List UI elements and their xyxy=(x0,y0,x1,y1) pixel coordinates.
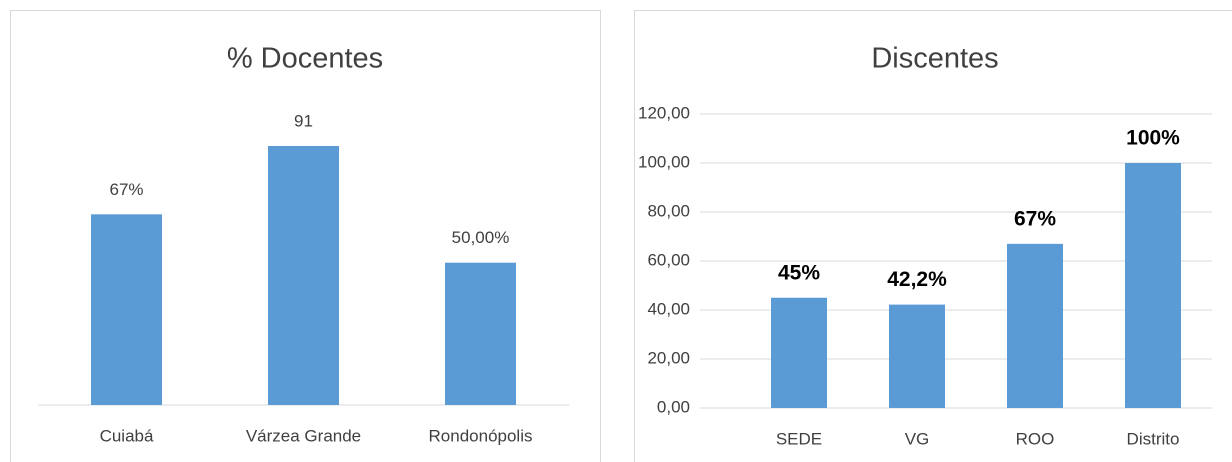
x-tick-label: ROO xyxy=(1016,429,1055,448)
bar xyxy=(771,297,827,408)
bar xyxy=(1125,163,1181,408)
y-tick-label: 100,00 xyxy=(638,152,690,171)
y-tick-label: 40,00 xyxy=(647,299,690,318)
x-tick-label: Rondonópolis xyxy=(429,426,533,445)
data-label: 91 xyxy=(294,111,313,130)
x-tick-label: Cuiabá xyxy=(100,426,154,445)
bar xyxy=(1007,243,1063,408)
chart-frame xyxy=(634,10,1232,462)
y-tick-label: 0,00 xyxy=(657,397,690,416)
chart-title: % Docentes xyxy=(227,43,383,75)
x-tick-label: SEDE xyxy=(776,429,822,448)
x-tick-label: VG xyxy=(905,429,930,448)
data-label: 42,2% xyxy=(887,268,947,291)
data-label: 45% xyxy=(778,261,820,284)
x-tick-label: Distrito xyxy=(1127,429,1180,448)
bar xyxy=(268,146,339,405)
y-tick-label: 20,00 xyxy=(647,348,690,367)
bar xyxy=(889,304,945,408)
bar xyxy=(91,214,162,405)
chart-title: Discentes xyxy=(871,43,998,75)
chart-frame xyxy=(10,10,601,462)
data-label: 67% xyxy=(109,180,143,199)
data-label: 67% xyxy=(1014,207,1056,230)
y-tick-label: 60,00 xyxy=(647,250,690,269)
bar xyxy=(445,262,516,405)
data-label: 100% xyxy=(1126,127,1180,150)
data-label: 50,00% xyxy=(452,228,510,247)
y-tick-label: 80,00 xyxy=(647,201,690,220)
y-tick-label: 120,00 xyxy=(638,103,690,122)
x-tick-label: Várzea Grande xyxy=(246,426,361,445)
